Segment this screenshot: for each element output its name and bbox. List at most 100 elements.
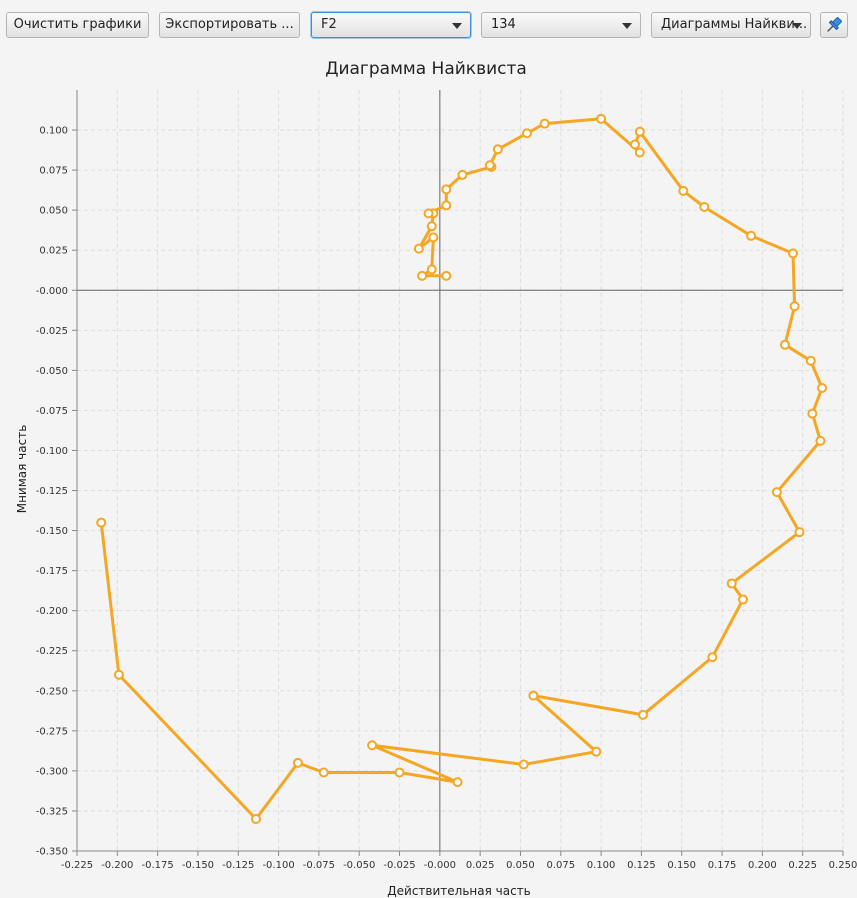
data-point	[817, 382, 828, 393]
number-select-value: 134	[491, 17, 516, 32]
y-tick-label: 0.075	[39, 166, 68, 177]
x-tick-label: 0.125	[627, 860, 656, 871]
data-point	[441, 184, 452, 195]
data-point	[815, 435, 826, 446]
series-line	[99, 117, 824, 821]
data-point	[413, 243, 424, 254]
view-select-value: Диаграммы Найкви...	[661, 17, 808, 32]
x-tick-label: 0.025	[466, 860, 495, 871]
y-tick-label: -0.025	[36, 326, 68, 337]
export-button[interactable]: Экспортировать ...	[159, 12, 300, 38]
x-tick-label: 0.075	[546, 860, 575, 871]
x-tick-label: -0.075	[303, 860, 335, 871]
y-tick-label: -0.300	[36, 766, 68, 777]
data-point	[394, 767, 405, 778]
data-point	[788, 248, 799, 259]
x-tick-label: -0.025	[383, 860, 415, 871]
chart-grid	[76, 90, 844, 852]
data-point	[634, 126, 645, 137]
channel-select-value: F2	[321, 17, 337, 32]
data-point	[805, 355, 816, 366]
data-point	[452, 777, 463, 788]
x-axis-ticks: -0.225 -0.200 -0.175 -0.150 -0.125 -0.100 -0.0…	[61, 851, 857, 871]
y-tick-label: -0.350	[36, 847, 68, 858]
x-tick-label: -0.225	[61, 860, 93, 871]
nyquist-series	[96, 113, 828, 824]
chart-title: Диаграмма Найквиста	[325, 59, 527, 79]
data-point	[634, 147, 645, 158]
data-point	[678, 185, 689, 196]
data-point	[318, 767, 329, 778]
x-tick-label: 0.225	[788, 860, 817, 871]
number-select[interactable]: 134	[481, 12, 641, 38]
data-point	[292, 757, 303, 768]
y-tick-label: -0.200	[36, 606, 68, 617]
y-tick-label: -0.050	[36, 366, 68, 377]
data-point	[367, 740, 378, 751]
y-tick-label: -0.175	[36, 566, 68, 577]
data-point	[779, 339, 790, 350]
data-point	[807, 408, 818, 419]
y-tick-label: 0.025	[39, 246, 68, 257]
data-point	[492, 144, 503, 155]
data-point	[428, 232, 439, 243]
y-tick-label: -0.075	[36, 406, 68, 417]
x-tick-label: 0.175	[708, 860, 737, 871]
data-point	[417, 270, 428, 281]
data-point	[699, 201, 710, 212]
chevron-down-icon	[792, 23, 802, 29]
x-tick-label: 0.200	[748, 860, 777, 871]
view-select[interactable]: Диаграммы Найкви...	[651, 12, 811, 38]
clear-charts-button[interactable]: Очистить графики	[6, 12, 149, 38]
x-tick-label: -0.100	[262, 860, 294, 871]
y-tick-label: -0.100	[36, 446, 68, 457]
channel-select[interactable]: F2	[311, 12, 471, 38]
pin-icon	[827, 17, 842, 32]
data-point	[528, 690, 539, 701]
data-point	[596, 113, 607, 124]
y-tick-label: 0.050	[39, 206, 68, 217]
data-point	[484, 160, 495, 171]
x-tick-label: -0.050	[343, 860, 375, 871]
y-axis-ticks: 0.100 0.075 0.050 0.025 -0.000 -0.025 -0.050 -0…	[36, 126, 77, 858]
data-point	[423, 208, 434, 219]
x-tick-label: -0.125	[222, 860, 254, 871]
data-point	[738, 594, 749, 605]
y-axis-label: Мнимая часть	[15, 425, 29, 514]
data-point	[96, 517, 107, 528]
y-tick-label: 0.100	[39, 126, 68, 137]
data-point	[707, 652, 718, 663]
data-point	[771, 487, 782, 498]
nyquist-chart: Диаграмма Найквиста -0.225 -0.200 -0.175 -0…	[15, 59, 857, 898]
data-point	[457, 169, 468, 180]
x-tick-label: -0.150	[182, 860, 214, 871]
data-point	[113, 669, 124, 680]
y-tick-label: -0.125	[36, 486, 68, 497]
y-tick-label: -0.250	[36, 686, 68, 697]
data-point	[251, 813, 262, 824]
x-tick-label: 0.250	[829, 860, 857, 871]
y-tick-label: -0.325	[36, 806, 68, 817]
x-tick-label: -0.000	[424, 860, 456, 871]
x-tick-label: -0.200	[101, 860, 133, 871]
x-tick-label: 0.100	[587, 860, 616, 871]
pin-button[interactable]	[820, 12, 848, 38]
data-point	[629, 139, 640, 150]
x-tick-label: 0.050	[506, 860, 535, 871]
x-axis-label: Действительная часть	[387, 884, 530, 898]
y-tick-label: -0.225	[36, 646, 68, 657]
data-point	[591, 746, 602, 757]
data-point	[518, 759, 529, 770]
data-point	[521, 128, 532, 139]
data-point	[794, 527, 805, 538]
chevron-down-icon	[622, 23, 632, 29]
y-tick-label: -0.150	[36, 526, 68, 537]
data-point	[441, 270, 452, 281]
data-point	[441, 200, 452, 211]
data-point	[426, 221, 437, 232]
data-point	[726, 578, 737, 589]
y-tick-label: -0.000	[36, 286, 68, 297]
toolbar: Очистить графики Экспортировать ... F2 1…	[0, 0, 857, 50]
chevron-down-icon	[452, 23, 462, 29]
data-point	[789, 301, 800, 312]
